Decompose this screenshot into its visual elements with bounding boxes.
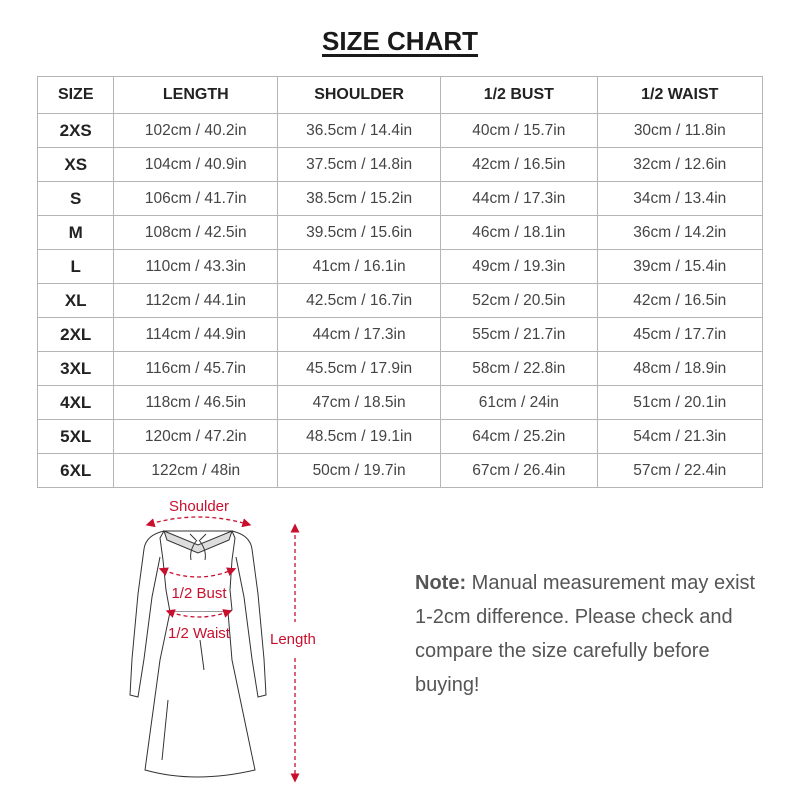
table-row: XL 112cm / 44.1in 42.5cm / 16.7in 52cm / 20…	[36, 283, 764, 318]
measurement-cell: 51cm / 20.1in	[596, 385, 764, 420]
measure-arrows	[145, 516, 300, 783]
measurement-cell: 47cm / 18.5in	[277, 385, 442, 420]
measurement-cell: 104cm / 40.9in	[113, 147, 279, 182]
table-row: 6XL 122cm / 48in 50cm / 19.7in 67cm / 26.4i…	[36, 453, 764, 488]
measurement-cell: 42cm / 16.5in	[440, 147, 598, 182]
size-cell: 3XL	[36, 351, 115, 386]
size-cell: XS	[36, 147, 115, 182]
measurement-cell: 57cm / 22.4in	[596, 453, 764, 488]
measurement-cell: 102cm / 40.2in	[113, 113, 279, 148]
measurement-cell: 52cm / 20.5in	[440, 283, 598, 318]
length-label: Length	[270, 631, 316, 648]
measurement-note: Note: Manual measurement may exist 1-2cm…	[415, 566, 775, 702]
size-cell: XL	[36, 283, 115, 318]
size-cell: 5XL	[36, 419, 115, 454]
measurement-cell: 61cm / 24in	[440, 385, 598, 420]
measurement-cell: 120cm / 47.2in	[113, 419, 279, 454]
size-table: SIZE LENGTH SHOULDER 1/2 BUST 1/2 WAIST 2XS 1…	[36, 76, 764, 488]
size-cell: 4XL	[36, 385, 115, 420]
note-label: Note:	[415, 572, 467, 594]
shoulder-label: Shoulder	[169, 498, 229, 515]
measurement-cell: 37.5cm / 14.8in	[277, 147, 442, 182]
measurement-cell: 40cm / 15.7in	[440, 113, 598, 148]
size-cell: 6XL	[36, 453, 115, 488]
size-cell: 2XS	[36, 113, 115, 148]
measurement-cell: 112cm / 44.1in	[113, 283, 279, 318]
page-title: SIZE CHART	[0, 26, 800, 57]
measurement-cell: 48cm / 18.9in	[596, 351, 764, 386]
measurement-cell: 44cm / 17.3in	[440, 181, 598, 216]
table-row: XS 104cm / 40.9in 37.5cm / 14.8in 42cm / 16…	[36, 147, 764, 182]
measurement-cell: 106cm / 41.7in	[113, 181, 279, 216]
table-row: 4XL 118cm / 46.5in 47cm / 18.5in 61cm / 24i…	[36, 385, 764, 420]
table-row: S 106cm / 41.7in 38.5cm / 15.2in 44cm / 17.…	[36, 181, 764, 216]
waist-label: 1/2 Waist	[168, 625, 231, 642]
measurement-cell: 39cm / 15.4in	[596, 249, 764, 284]
measurement-cell: 45cm / 17.7in	[596, 317, 764, 352]
column-header: LENGTH	[113, 76, 279, 114]
measurement-cell: 110cm / 43.3in	[113, 249, 279, 284]
column-header: SHOULDER	[277, 76, 442, 114]
measurement-cell: 32cm / 12.6in	[596, 147, 764, 182]
table-row: 2XL 114cm / 44.9in 44cm / 17.3in 55cm / 21.…	[36, 317, 764, 352]
measurement-cell: 122cm / 48in	[113, 453, 279, 488]
measurement-cell: 58cm / 22.8in	[440, 351, 598, 386]
measurement-cell: 30cm / 11.8in	[596, 113, 764, 148]
table-row: 2XS 102cm / 40.2in 36.5cm / 14.4in 40cm / 1…	[36, 113, 764, 148]
size-cell: 2XL	[36, 317, 115, 352]
column-header: SIZE	[36, 76, 115, 114]
table-row: M 108cm / 42.5in 39.5cm / 15.6in 46cm / 18.…	[36, 215, 764, 250]
table-header-row: SIZE LENGTH SHOULDER 1/2 BUST 1/2 WAIST	[36, 76, 764, 114]
measurement-cell: 118cm / 46.5in	[113, 385, 279, 420]
size-cell: S	[36, 181, 115, 216]
measurement-cell: 67cm / 26.4in	[440, 453, 598, 488]
table-row: 5XL 120cm / 47.2in 48.5cm / 19.1in 64cm / 2…	[36, 419, 764, 454]
bust-label: 1/2 Bust	[171, 585, 227, 602]
measurement-cell: 108cm / 42.5in	[113, 215, 279, 250]
measurement-cell: 54cm / 21.3in	[596, 419, 764, 454]
title-text: SIZE CHART	[322, 26, 478, 56]
measurement-cell: 50cm / 19.7in	[277, 453, 442, 488]
measurement-cell: 36cm / 14.2in	[596, 215, 764, 250]
note-text: Manual measurement may exist 1-2cm diffe…	[415, 572, 756, 696]
measurement-cell: 42.5cm / 16.7in	[277, 283, 442, 318]
column-header: 1/2 WAIST	[596, 76, 764, 114]
measurement-cell: 34cm / 13.4in	[596, 181, 764, 216]
dress-outline	[129, 530, 267, 778]
measurement-cell: 64cm / 25.2in	[440, 419, 598, 454]
measurement-cell: 55cm / 21.7in	[440, 317, 598, 352]
